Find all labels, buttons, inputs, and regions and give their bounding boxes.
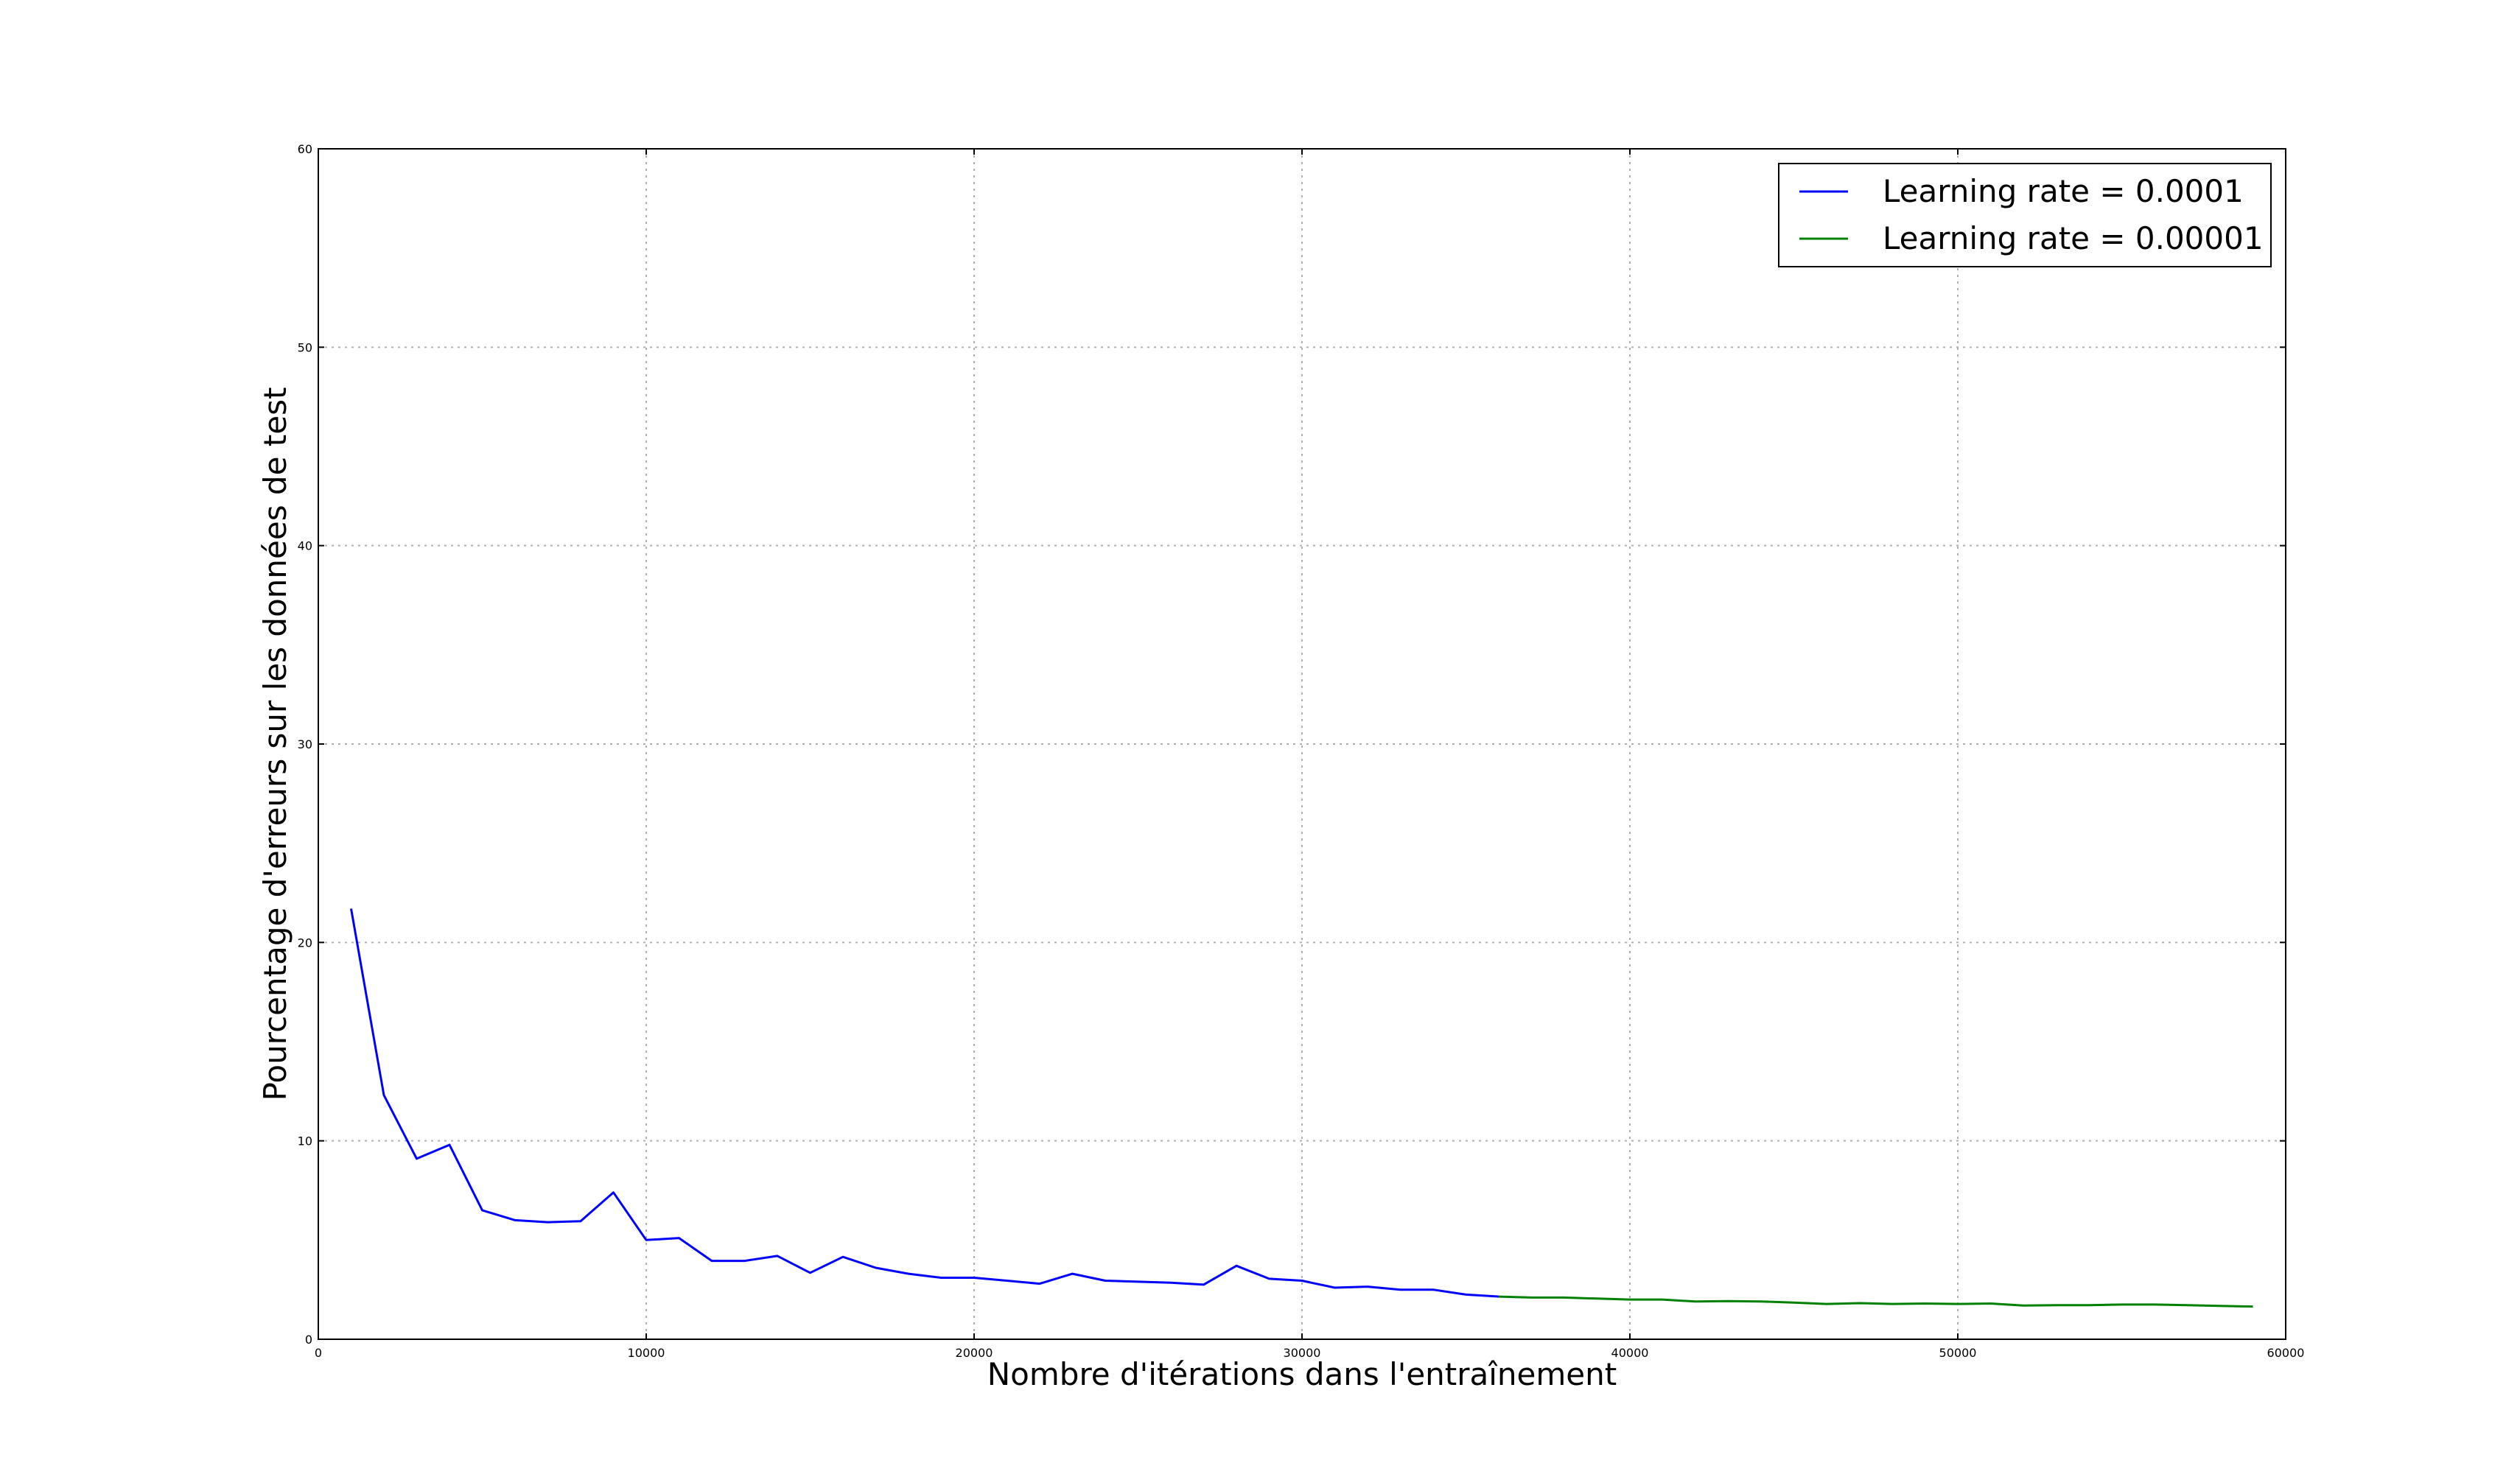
x-tick-label: 60000 bbox=[2267, 1346, 2305, 1360]
x-tick-label: 20000 bbox=[956, 1346, 993, 1360]
x-axis-label: Nombre d'itérations dans l'entraînement bbox=[987, 1356, 1617, 1392]
y-tick-label: 50 bbox=[298, 340, 312, 354]
y-tick-label: 60 bbox=[298, 142, 312, 156]
y-axis-label: Pourcentage d'erreurs sur les données de… bbox=[257, 387, 293, 1101]
x-tick-label: 0 bbox=[315, 1346, 322, 1360]
grid-lines bbox=[318, 149, 2286, 1339]
x-tick-labels: 0 10000 20000 30000 40000 50000 60000 bbox=[315, 1346, 2305, 1360]
y-tick-label: 40 bbox=[298, 539, 312, 553]
y-tick-label: 10 bbox=[298, 1134, 312, 1148]
x-tick-label: 30000 bbox=[1284, 1346, 1321, 1360]
series-lines bbox=[350, 908, 2253, 1308]
legend-label: Learning rate = 0.0001 bbox=[1883, 173, 2244, 209]
axis-ticks bbox=[318, 148, 2286, 1340]
x-tick-label: 40000 bbox=[1611, 1346, 1649, 1360]
y-tick-label: 30 bbox=[298, 737, 312, 751]
y-tick-labels: 0 10 20 30 40 50 60 bbox=[298, 142, 312, 1347]
series-line-1 bbox=[350, 908, 1499, 1298]
y-tick-label: 0 bbox=[305, 1333, 312, 1347]
series-line-2 bbox=[1498, 1295, 2253, 1308]
legend-box bbox=[1778, 163, 2272, 267]
legend: Learning rate = 0.0001 Learning rate = 0.… bbox=[1778, 163, 2272, 267]
x-tick-label: 10000 bbox=[628, 1346, 665, 1360]
legend-label: Learning rate = 0.00001 bbox=[1883, 220, 2264, 256]
y-tick-label: 20 bbox=[298, 936, 312, 950]
x-tick-label: 50000 bbox=[1939, 1346, 1977, 1360]
